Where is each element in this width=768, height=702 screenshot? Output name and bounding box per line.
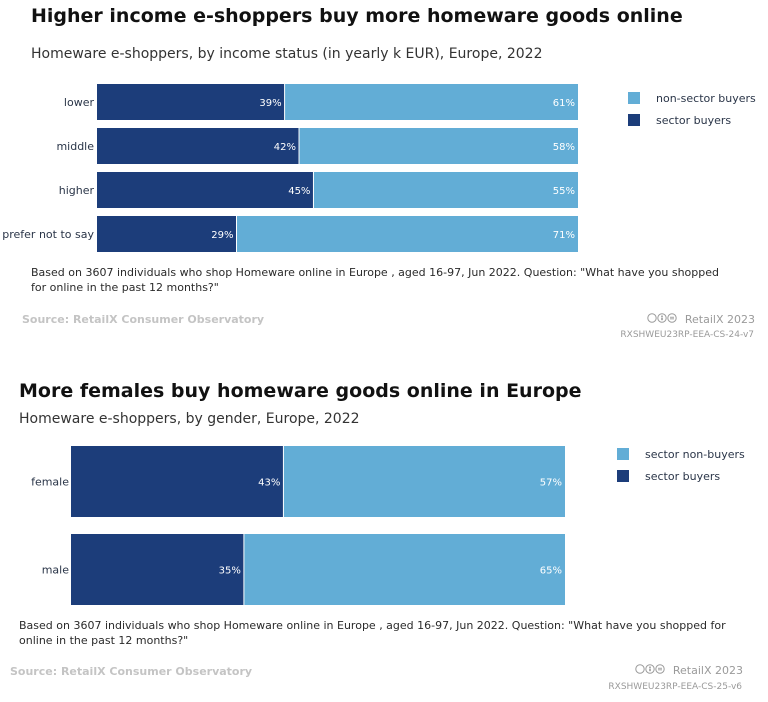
chart1-brand: RetailX 2023 xyxy=(647,313,755,326)
chart2-source: Source: RetailX Consumer Observatory xyxy=(10,665,253,678)
bar-sector-non-buyers-male xyxy=(243,534,565,605)
bar-sector-buyers-female xyxy=(71,446,284,517)
bar-non-sector-buyers-higher xyxy=(313,172,578,208)
data-label: 42% xyxy=(274,142,296,153)
data-label: 71% xyxy=(553,230,575,241)
bar-sector-buyers-lower xyxy=(97,84,285,120)
chart2-legend: sector non-buyers sector buyers xyxy=(617,443,745,487)
chart1-subtitle: Homeware e-shoppers, by income status (i… xyxy=(31,46,543,62)
legend-swatch xyxy=(628,114,640,126)
chart1-note: Based on 3607 individuals who shop Homew… xyxy=(31,266,719,294)
legend-label: sector buyers xyxy=(645,469,721,483)
cc-by-nd-icon xyxy=(635,664,665,677)
bar-sector-non-buyers-female xyxy=(283,446,565,517)
chart2-plot: female 43% 57% male 35% 65% xyxy=(0,446,600,606)
data-label: 45% xyxy=(288,186,310,197)
chart1-plot: lower 39% 61% middle 42% 58% higher 45% 55% prefe… xyxy=(0,84,600,254)
chart2-title: More females buy homeware goods online i… xyxy=(19,380,582,402)
chart1-code: RXSHWEU23RP-EEA-CS-24-v7 xyxy=(620,330,754,340)
data-label: 65% xyxy=(540,566,562,577)
legend-item-sector-buyers: sector buyers xyxy=(628,109,756,131)
legend-swatch xyxy=(617,448,629,460)
bar-sector-buyers-prefer-not-to-say xyxy=(97,216,237,252)
category-label: higher xyxy=(59,184,95,197)
data-label: 61% xyxy=(553,98,575,109)
data-label: 43% xyxy=(258,478,280,489)
chart1-legend: non-sector buyers sector buyers xyxy=(628,87,756,131)
chart1-source: Source: RetailX Consumer Observatory xyxy=(22,313,265,326)
category-label: female xyxy=(31,476,69,489)
chart2-brand-label: RetailX 2023 xyxy=(672,664,743,677)
legend-item-non-sector-buyers: non-sector buyers xyxy=(628,87,756,109)
data-label: 57% xyxy=(540,478,562,489)
legend-swatch xyxy=(617,470,629,482)
data-label: 55% xyxy=(553,186,575,197)
category-label: lower xyxy=(64,96,95,109)
chart1-brand-label: RetailX 2023 xyxy=(684,313,755,326)
legend-item-sector-buyers: sector buyers xyxy=(617,465,745,487)
bar-non-sector-buyers-middle xyxy=(299,128,578,164)
chart2-note: Based on 3607 individuals who shop Homew… xyxy=(19,619,726,647)
chart2-subtitle: Homeware e-shoppers, by gender, Europe, … xyxy=(19,411,360,427)
data-label: 58% xyxy=(553,142,575,153)
bar-non-sector-buyers-lower xyxy=(284,84,578,120)
legend-item-sector-non-buyers: sector non-buyers xyxy=(617,443,745,465)
data-label: 35% xyxy=(219,566,241,577)
legend-label: non-sector buyers xyxy=(656,91,756,105)
data-label: 39% xyxy=(259,98,281,109)
bar-sector-buyers-male xyxy=(71,534,244,605)
data-label: 29% xyxy=(211,230,233,241)
chart2-code: RXSHWEU23RP-EEA-CS-25-v6 xyxy=(608,682,742,692)
legend-label: sector non-buyers xyxy=(645,447,745,461)
category-label: prefer not to say xyxy=(2,228,94,241)
legend-label: sector buyers xyxy=(656,113,732,127)
cc-by-nd-icon xyxy=(647,313,677,326)
bar-sector-buyers-middle xyxy=(97,128,300,164)
category-label: middle xyxy=(56,140,94,153)
bar-sector-buyers-higher xyxy=(97,172,314,208)
legend-swatch xyxy=(628,92,640,104)
chart2-brand: RetailX 2023 xyxy=(635,664,743,677)
chart1-title: Higher income e-shoppers buy more homewa… xyxy=(31,5,683,27)
category-label: male xyxy=(42,564,70,577)
bar-non-sector-buyers-prefer-not-to-say xyxy=(236,216,579,252)
